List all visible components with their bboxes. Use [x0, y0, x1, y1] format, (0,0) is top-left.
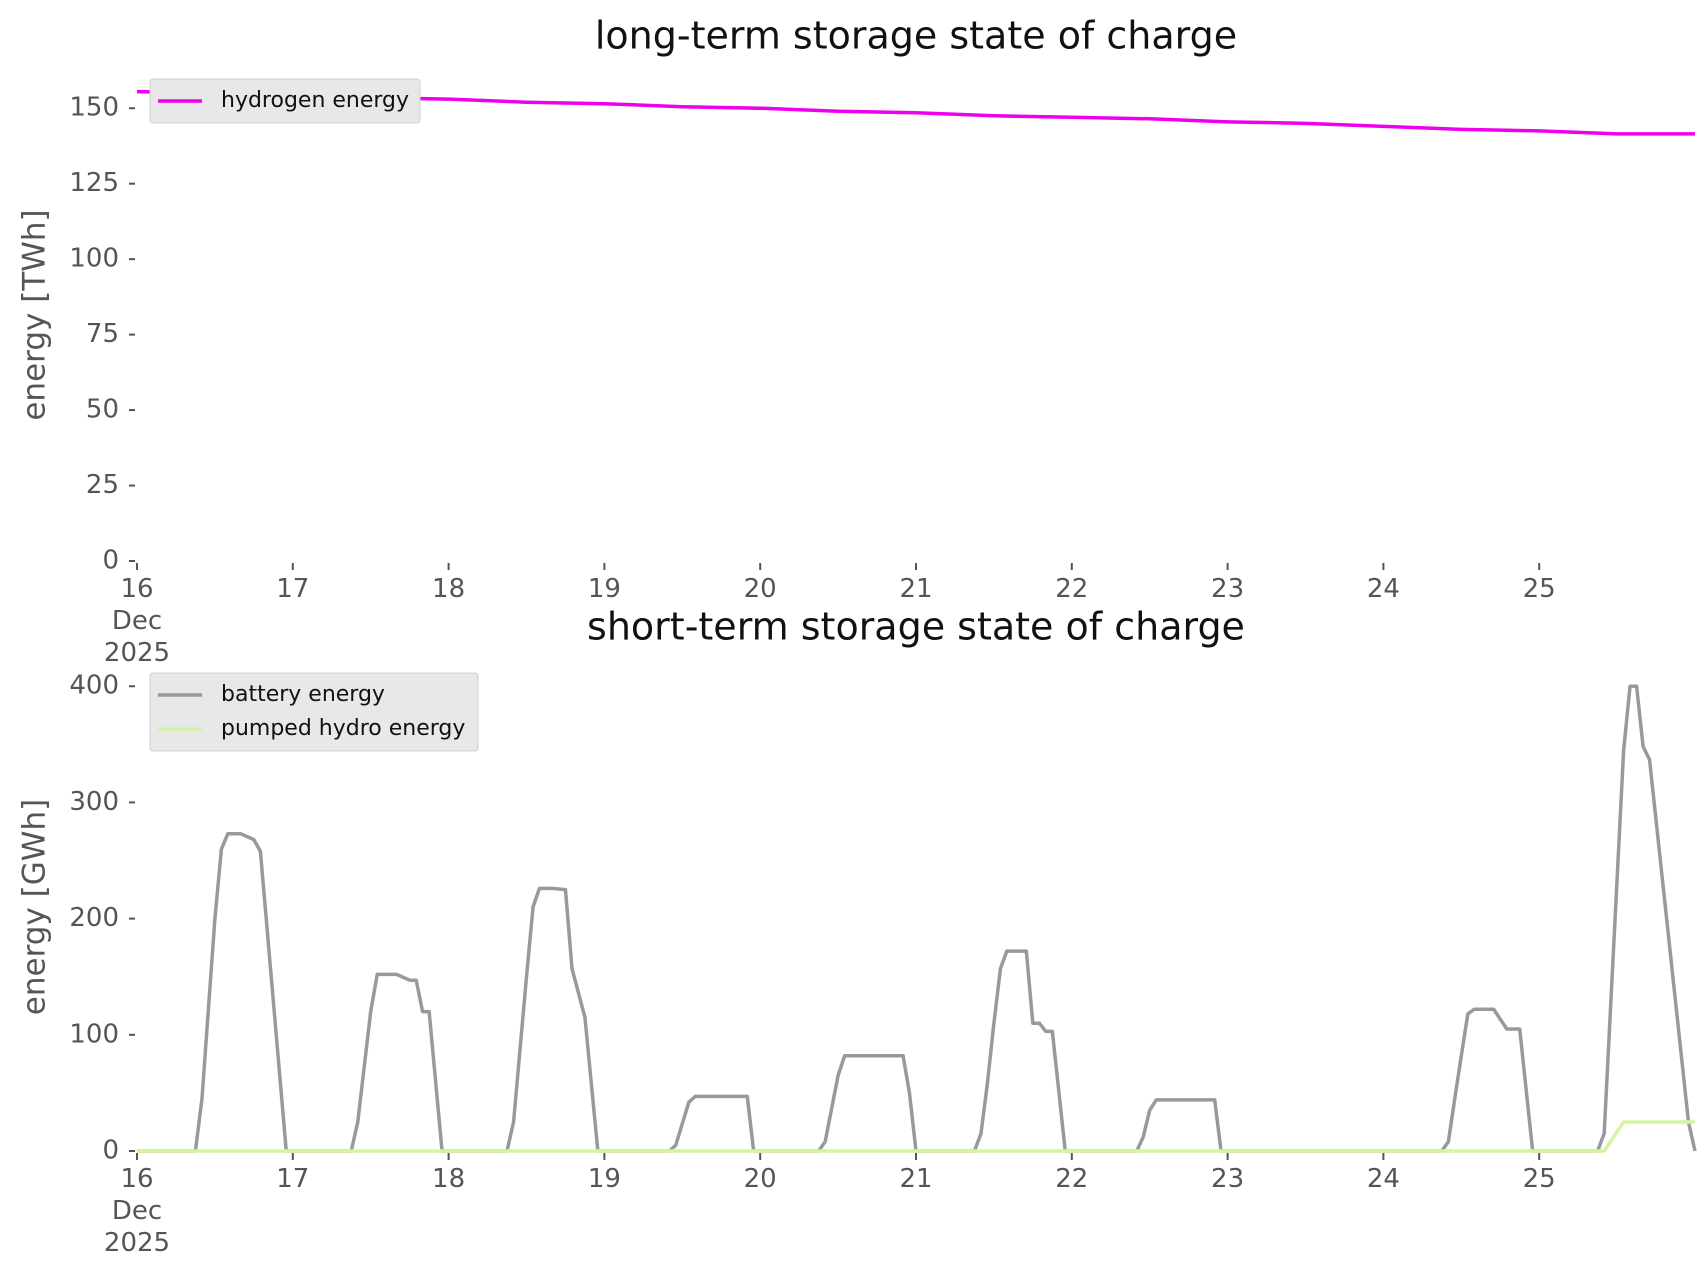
y-tick-label: 50 [86, 395, 119, 425]
x-tick-label: 25 [1522, 574, 1556, 604]
x-tick-label: 20 [743, 1164, 777, 1194]
y-tick-label: 125 [69, 168, 119, 198]
x-tick-label: 18 [432, 574, 466, 604]
x-tick-label: 22 [1055, 1164, 1089, 1194]
x-tick-label: 22 [1055, 574, 1089, 604]
y-tick-label: 75 [86, 319, 119, 349]
series-line [137, 1120, 1695, 1153]
y-tick-label: 25 [86, 470, 119, 500]
x-tick-label: 18 [432, 1164, 466, 1194]
legend-label: hydrogen energy [221, 88, 409, 113]
x-tick-label: 19 [587, 1164, 621, 1194]
y-tick-label: 0 [102, 546, 119, 576]
x-tick-label: 20 [743, 574, 777, 604]
x-tick-label: 16 Dec 2025 [103, 574, 171, 668]
y-tick-label: 300 [69, 787, 119, 817]
y-tick-label: 100 [69, 244, 119, 274]
x-tick-label: 23 [1211, 1164, 1245, 1194]
x-tick-label: 25 [1522, 1164, 1556, 1194]
y-tick-label: 100 [69, 1019, 119, 1049]
legend-label: battery energy [221, 682, 385, 707]
chart-title: short-term storage state of charge [587, 605, 1245, 649]
series-line [137, 684, 1697, 1153]
legend-label: pumped hydro energy [221, 716, 465, 741]
legend-box [149, 78, 421, 124]
y-tick-label: 0 [102, 1136, 119, 1166]
x-tick-label: 19 [587, 574, 621, 604]
x-tick-label: 24 [1366, 1164, 1400, 1194]
chart-title: long-term storage state of charge [595, 14, 1237, 58]
y-tick-label: 150 [69, 93, 119, 123]
y-axis-label: energy [TWh] [17, 209, 53, 420]
y-tick-label: 200 [69, 903, 119, 933]
x-tick-label: 21 [899, 1164, 933, 1194]
y-tick-label: 400 [69, 671, 119, 701]
x-tick-label: 17 [276, 1164, 310, 1194]
x-tick-label: 23 [1211, 574, 1245, 604]
x-tick-label: 24 [1366, 574, 1400, 604]
y-axis-label: energy [GWh] [17, 799, 53, 1015]
x-tick-label: 21 [899, 574, 933, 604]
legend-box [149, 672, 479, 752]
x-tick-label: 17 [276, 574, 310, 604]
x-tick-label: 16 Dec 2025 [103, 1164, 171, 1258]
